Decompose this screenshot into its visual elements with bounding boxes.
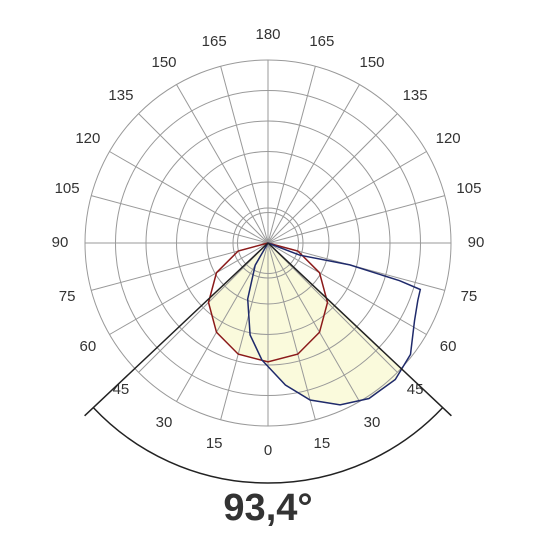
angle-label: 75 (461, 288, 478, 305)
angle-label: 90 (52, 234, 69, 251)
grid-spoke (138, 113, 269, 244)
angle-label: 60 (440, 338, 457, 355)
angle-label: 120 (75, 130, 100, 147)
grid-spoke (267, 242, 427, 335)
angle-label: 30 (156, 414, 173, 431)
grid-spoke (267, 113, 398, 244)
angle-label: 120 (436, 130, 461, 147)
angle-label: 60 (80, 338, 97, 355)
grid-spoke (267, 242, 398, 373)
angle-label: 150 (151, 54, 176, 71)
angle-label: 90 (468, 234, 485, 251)
angle-label: 150 (359, 54, 384, 71)
angle-label: 75 (59, 288, 76, 305)
angle-label: 0 (264, 442, 272, 459)
angle-label: 180 (255, 26, 280, 43)
angle-label: 165 (309, 33, 334, 50)
grid-spoke (138, 242, 269, 373)
grid-spoke (267, 242, 316, 420)
angle-label: 30 (364, 414, 381, 431)
angle-label: 105 (456, 180, 481, 197)
grid-spoke (267, 151, 427, 244)
angle-label: 45 (113, 381, 130, 398)
beam-arc (92, 407, 444, 484)
grid-spoke (176, 242, 269, 402)
grid-spoke (109, 151, 269, 244)
grid-spoke (267, 84, 360, 244)
angle-label: 135 (108, 87, 133, 104)
beam-line (84, 242, 269, 417)
grid-spoke (91, 195, 269, 244)
grid-spoke (267, 242, 360, 402)
curve (246, 242, 422, 406)
beam-angle-label: 93,4° (223, 487, 312, 529)
grid-spoke (220, 66, 269, 244)
angle-label: 15 (313, 435, 330, 452)
curve (207, 242, 329, 363)
angle-label: 165 (202, 33, 227, 50)
angle-label: 105 (55, 180, 80, 197)
grid-spoke (267, 66, 316, 244)
angle-label: 45 (407, 381, 424, 398)
grid-spoke (109, 242, 269, 335)
grid-spoke (176, 84, 269, 244)
angle-label: 135 (403, 87, 428, 104)
beam-line (267, 242, 452, 417)
angle-label: 15 (206, 435, 223, 452)
grid-spoke (220, 242, 269, 420)
grid-spoke (267, 195, 445, 244)
